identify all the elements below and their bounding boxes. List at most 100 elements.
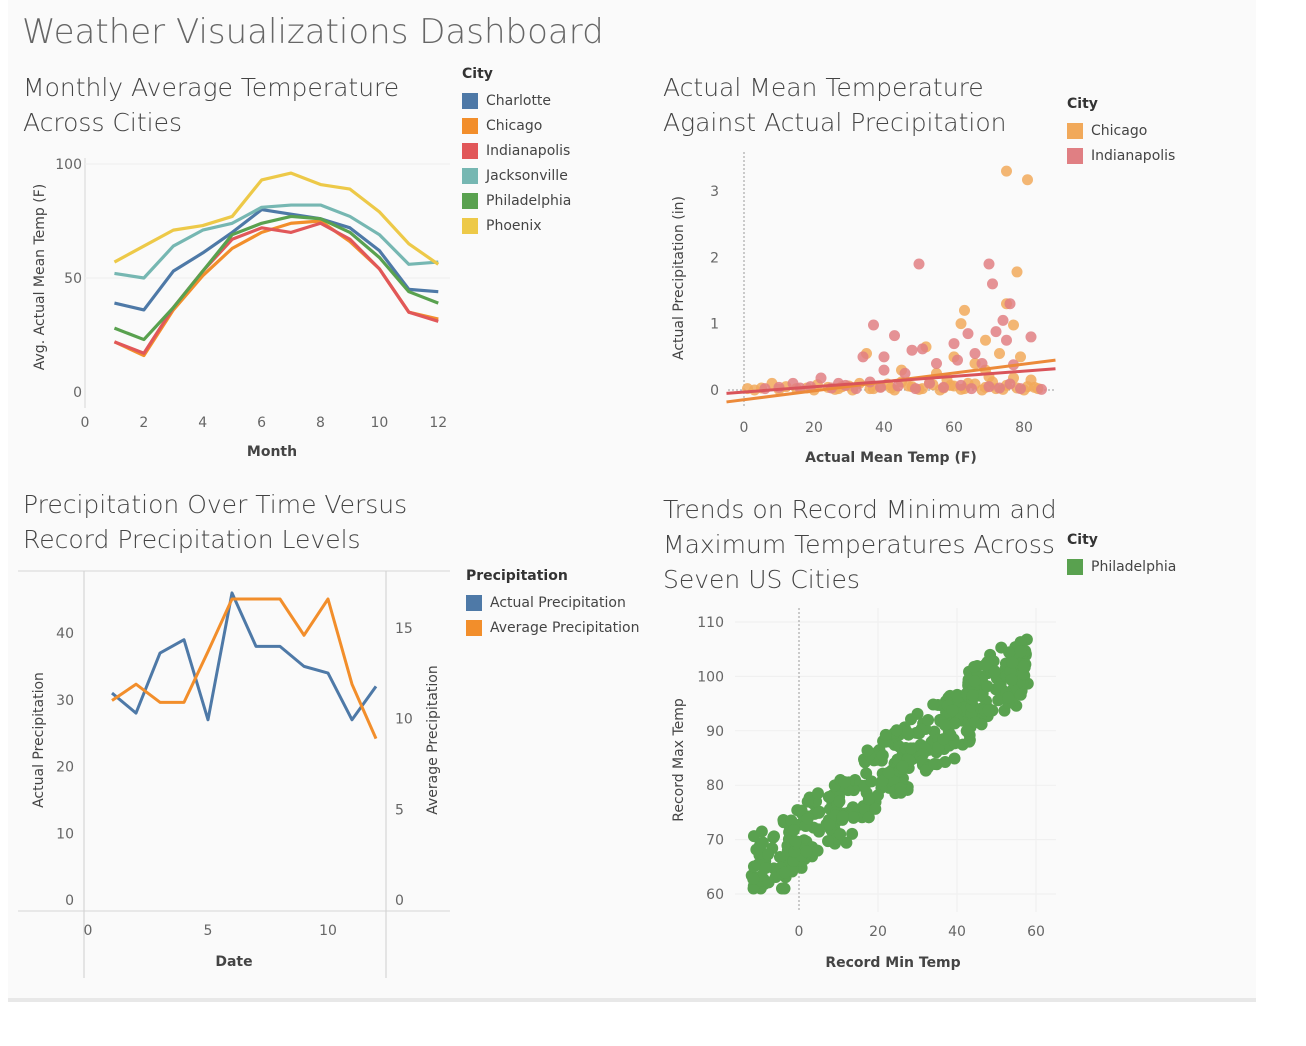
data-point [822,835,835,848]
x-tick-label: 6 [257,415,266,431]
legend-title: City [462,66,493,82]
data-point [968,675,981,688]
y2-tick-label: 0 [395,893,404,909]
data-point [762,848,775,861]
data-point [979,659,992,672]
data-point [968,660,981,673]
sheet1-title: Monthly Average Temperature Across Citie… [23,70,399,140]
x-tick-label: 80 [1015,420,1033,436]
data-point [976,357,988,369]
data-point [981,680,994,693]
legend-swatch [462,142,478,159]
data-point [1004,378,1016,390]
data-point [775,882,788,895]
x-tick-label: 20 [805,420,823,436]
data-point [994,382,1005,394]
legend-item[interactable]: Charlotte [462,88,571,113]
data-point [913,258,925,270]
city-legend-monthly[interactable]: City Charlotte Chicago Indianapolis Jacksonv… [462,66,571,238]
legend-title: Precipitation [466,568,568,584]
x-tick-label: 60 [945,420,963,436]
x-tick-label: 60 [1027,924,1045,940]
data-point [919,764,932,777]
data-point [876,749,889,762]
legend-label: Chicago [1091,122,1148,139]
legend-label: Actual Precipitation [490,594,626,611]
y-tick-label: 70 [706,833,724,849]
city-legend-scatter[interactable]: City Chicago Indianapolis [1067,96,1175,168]
data-point [966,383,977,395]
data-point [906,344,918,356]
legend-label: Charlotte [486,92,552,109]
legend-item[interactable]: Philadelphia [1067,554,1176,579]
data-point [919,723,932,736]
data-point [966,689,979,702]
data-point [762,876,775,889]
data-point [838,776,851,789]
data-point [833,795,846,808]
x-tick-label: 2 [139,415,148,431]
data-point [894,786,907,799]
data-point [946,704,959,717]
data-point [924,377,935,389]
series-line [113,171,440,266]
data-point [992,694,1005,707]
x-tick-label: 0 [84,923,93,939]
sheet3-title: Precipitation Over Time Versus Record Pr… [23,487,407,557]
data-point [800,845,813,858]
data-point [759,862,772,875]
sheet4-title-line2: Maximum Temperatures Across [663,530,1055,559]
legend-item[interactable]: Philadelphia [462,188,571,213]
legend-swatch [1067,122,1083,139]
legend-swatch [462,217,478,234]
data-point [787,824,800,837]
data-point [960,724,973,737]
legend-title: City [1067,96,1098,112]
sheet3-title-line2: Record Precipitation Levels [23,525,361,554]
x-axis-title: Date [215,954,252,970]
data-point [922,714,935,727]
x-tick-label: 0 [81,415,90,431]
legend-item[interactable]: Indianapolis [1067,143,1175,168]
y2-axis-title: Average Precipitation [425,665,441,814]
x-tick-label: 40 [875,420,893,436]
data-point [959,304,970,316]
legend-swatch [466,619,482,636]
y-tick-label: 0 [710,383,719,399]
data-point [785,814,798,827]
y-tick-label: 30 [56,693,74,709]
data-point [779,866,792,879]
data-point [927,698,940,711]
data-point [840,836,853,849]
y-tick-label: 100 [697,669,724,685]
data-point [822,790,835,803]
data-point [1015,351,1026,363]
legend-item[interactable]: Actual Precipitation [466,590,639,615]
data-point [811,844,824,857]
precipitation-legend[interactable]: Precipitation Actual Precipitation Average… [466,568,639,640]
data-point [847,811,860,824]
sheet1-title-line2: Across Cities [23,108,182,137]
legend-item[interactable]: Phoenix [462,213,571,238]
y-tick-label: 20 [56,760,74,776]
x-tick-label: 20 [869,924,887,940]
data-point [928,758,941,771]
legend-label: Indianapolis [1091,147,1176,164]
legend-item[interactable]: Chicago [1067,118,1175,143]
city-legend-record[interactable]: City Philadelphia [1067,532,1176,579]
data-point [901,726,914,739]
data-point [846,827,859,840]
legend-item[interactable]: Jacksonville [462,163,571,188]
legend-item[interactable]: Chicago [462,113,571,138]
sheet2-title-line2: Against Actual Precipitation [663,108,1007,137]
data-point [980,334,991,346]
data-point [747,872,760,885]
data-point [815,372,827,384]
legend-item[interactable]: Average Precipitation [466,615,639,640]
data-point [801,812,814,825]
legend-item[interactable]: Indianapolis [462,138,571,163]
